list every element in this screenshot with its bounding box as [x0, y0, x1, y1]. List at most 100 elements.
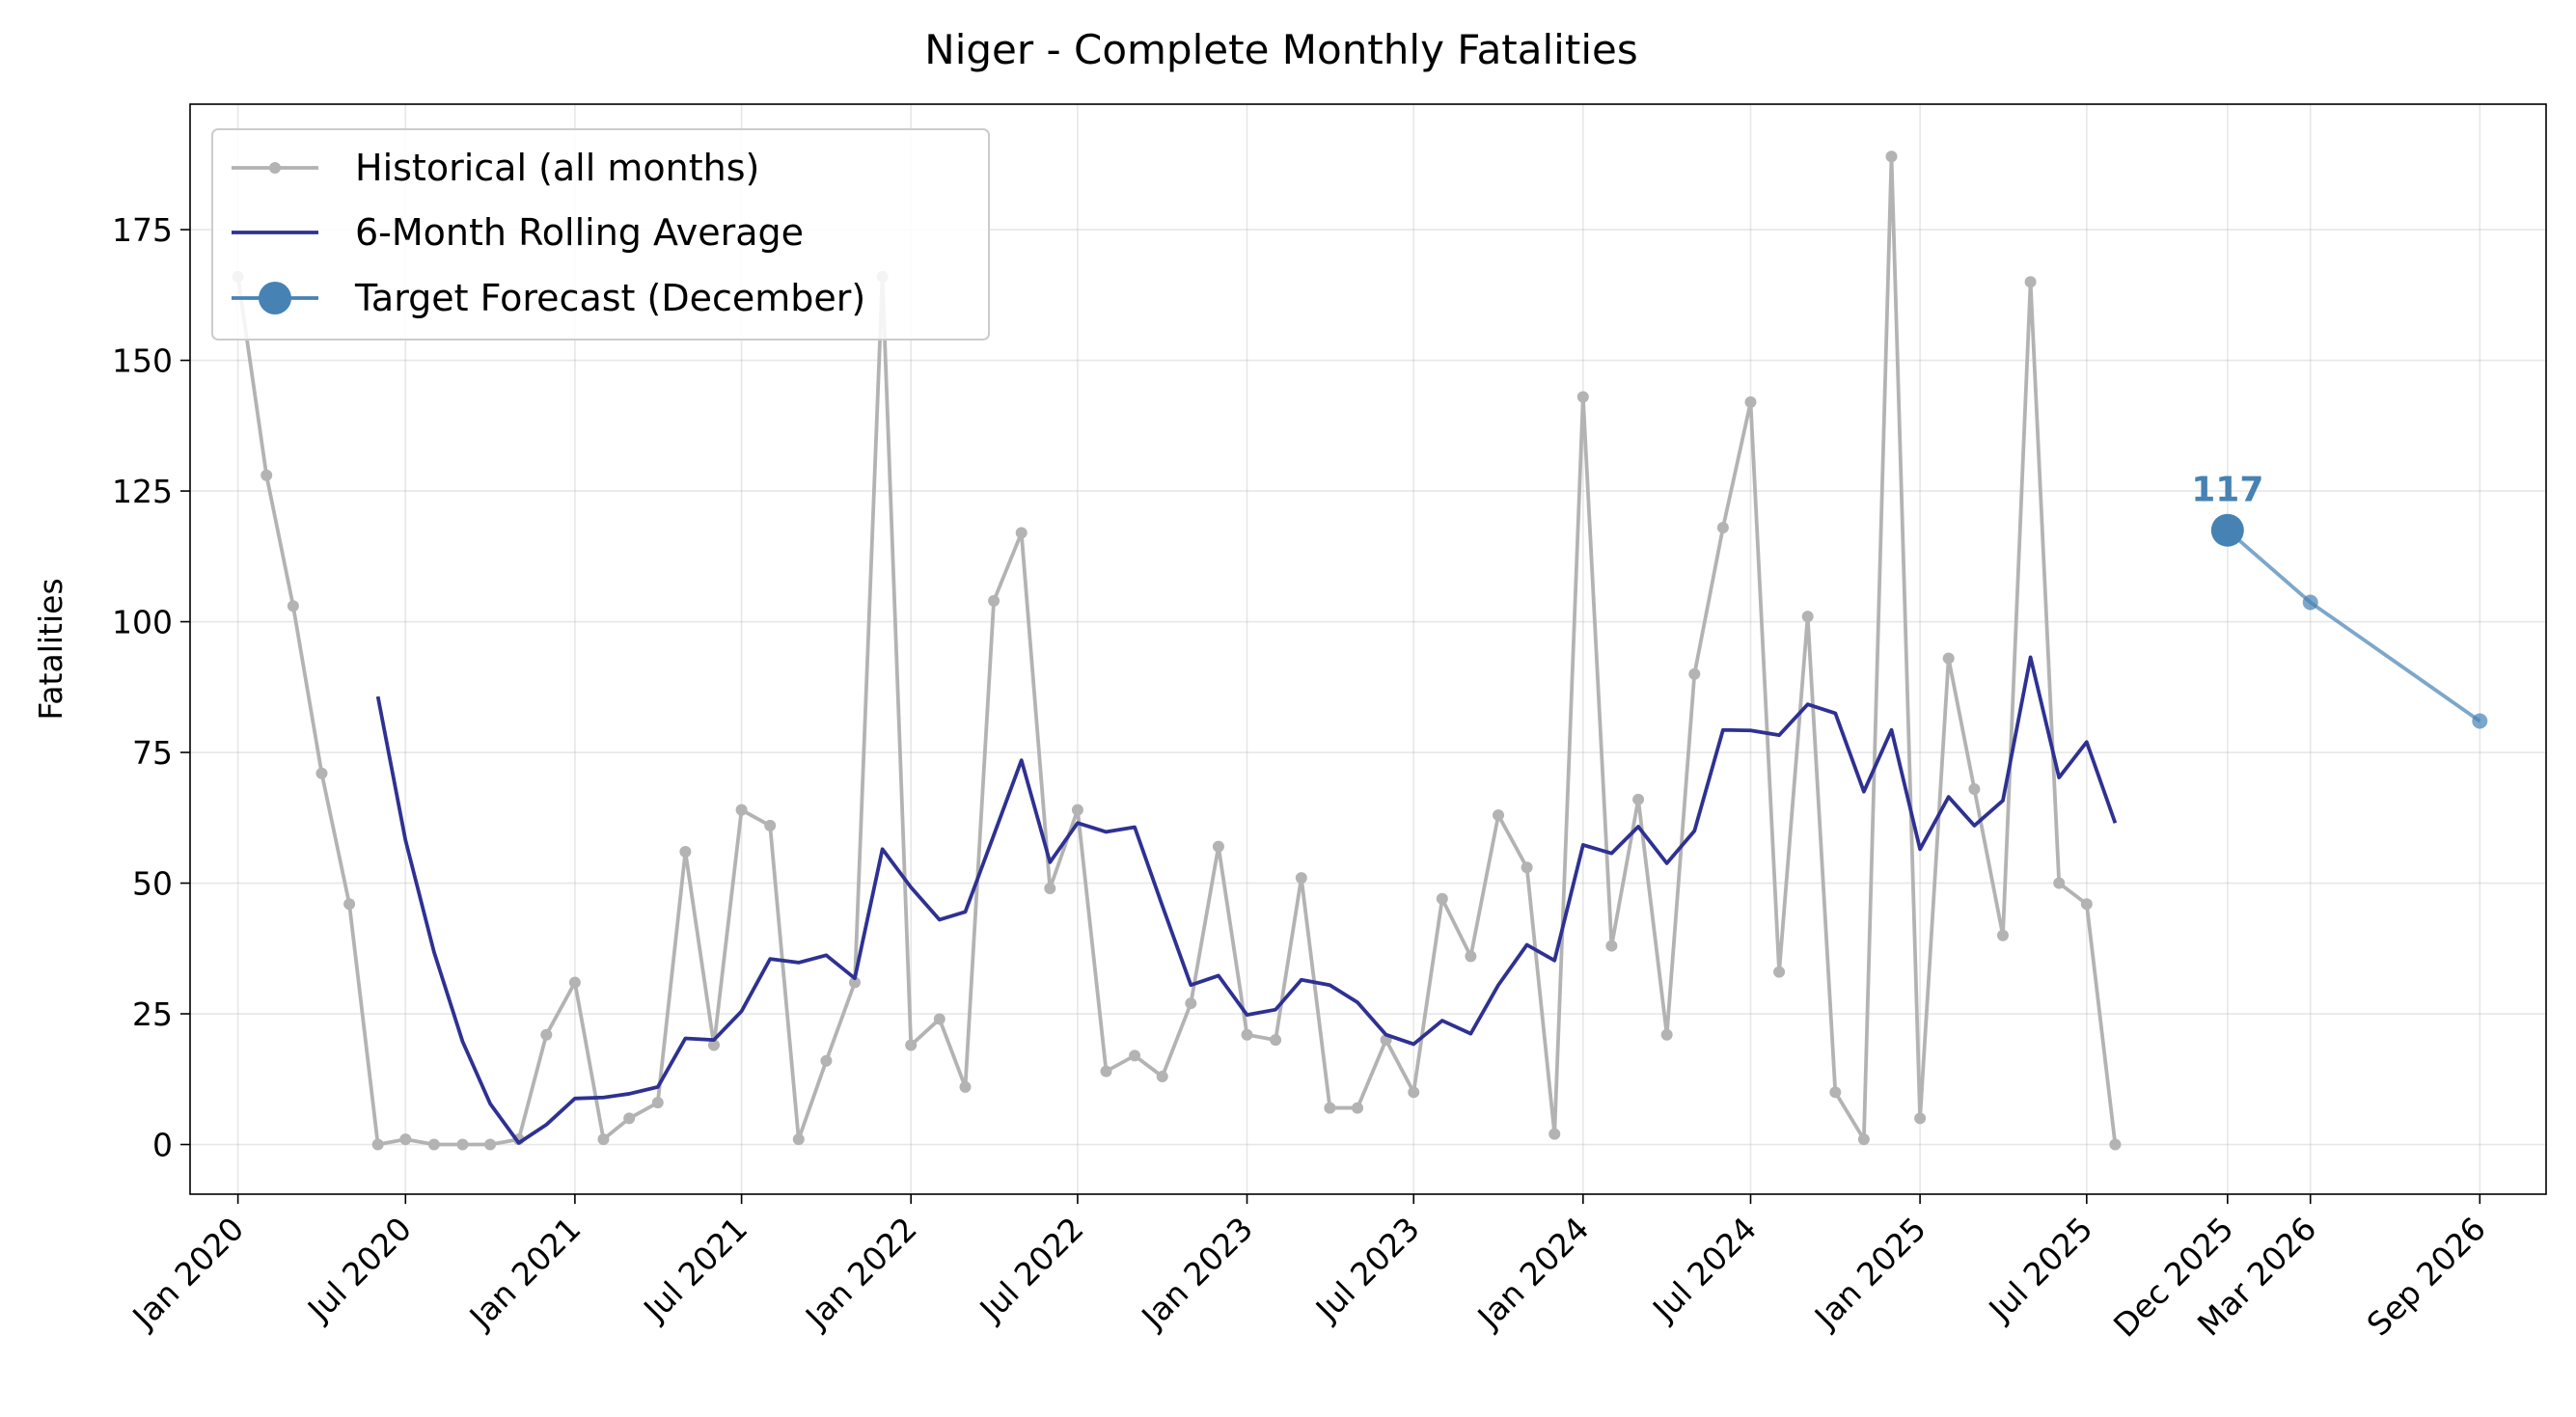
y-tick-label: 25	[132, 995, 173, 1033]
x-tick-label: Jan 2021	[461, 1210, 589, 1337]
historical-point	[1352, 1102, 1364, 1114]
historical-point	[1071, 804, 1083, 816]
legend-entry-label: Target Forecast (December)	[354, 277, 865, 319]
historical-line	[235, 154, 2118, 1147]
y-tick-label: 150	[112, 342, 173, 380]
historical-point	[287, 600, 299, 613]
historical-point	[315, 767, 328, 779]
y-tick-label: 125	[112, 473, 173, 510]
historical-point	[1914, 1112, 1927, 1125]
historical-point	[959, 1080, 972, 1093]
axis-ticks: 0 25 50 75 100 125 150 175 Jan 2020 Jul 2020 Jan 2…	[112, 211, 2493, 1345]
historical-point	[1942, 652, 1955, 665]
historical-point	[1829, 1086, 1842, 1099]
historical-point	[1688, 668, 1701, 680]
rolling-average-line	[375, 655, 2118, 1145]
historical-point	[484, 1138, 497, 1151]
historical-point	[1801, 611, 1814, 623]
plot-series: 117	[232, 150, 2488, 1151]
historical-point	[1156, 1071, 1168, 1083]
y-tick-label: 175	[112, 211, 173, 249]
historical-point	[707, 1039, 720, 1051]
y-tick-label: 100	[112, 604, 173, 641]
historical-point	[427, 1138, 440, 1151]
historical-point	[597, 1133, 610, 1146]
x-tick-label: Jul 2023	[1307, 1210, 1427, 1329]
historical-point	[1465, 950, 1477, 963]
historical-point	[399, 1133, 412, 1146]
plot-area-frame	[189, 103, 2547, 1195]
x-tick-label: Jul 2022	[972, 1210, 1091, 1329]
historical-point	[679, 846, 692, 858]
historical-point	[456, 1138, 469, 1151]
historical-point	[371, 1138, 384, 1151]
historical-point	[1968, 782, 1981, 795]
historical-point	[260, 469, 273, 481]
historical-point	[735, 804, 748, 816]
y-axis-label: Fatalities	[32, 578, 69, 720]
historical-point	[988, 594, 1000, 607]
chart-title: Niger - Complete Monthly Fatalities	[924, 26, 1637, 73]
historical-point	[1605, 940, 1618, 952]
historical-point	[1548, 1128, 1561, 1140]
legend-entry-label: Historical (all months)	[355, 147, 759, 189]
historical-point	[1015, 527, 1028, 539]
historical-point	[343, 898, 356, 911]
historical-point	[1716, 521, 1729, 533]
historical-point	[2109, 1138, 2122, 1151]
historical-point	[651, 1097, 664, 1109]
legend-box	[211, 128, 990, 341]
legend: Historical (all months) 6-Month Rolling A…	[211, 128, 990, 341]
historical-point	[1632, 793, 1645, 805]
forecast-point	[2472, 713, 2488, 729]
x-tick-label: Jan 2022	[797, 1210, 924, 1337]
historical-point	[820, 1054, 833, 1067]
x-tick-label: Jan 2025	[1806, 1210, 1933, 1337]
historical-point	[933, 1013, 945, 1025]
legend-swatch-marker	[259, 282, 291, 314]
historical-point	[540, 1028, 553, 1041]
historical-point	[1996, 929, 2009, 941]
historical-point	[1129, 1049, 1141, 1062]
forecast-point	[2302, 594, 2318, 611]
forecast-target-point	[2210, 513, 2244, 547]
historical-point	[1857, 1133, 1870, 1146]
x-tick-label: Jan 2024	[1469, 1210, 1597, 1337]
historical-point	[1436, 892, 1448, 905]
x-tick-label: Sep 2026	[2360, 1210, 2493, 1343]
historical-point	[623, 1112, 636, 1125]
historical-point	[1660, 1028, 1673, 1041]
historical-point	[2080, 898, 2093, 911]
historical-point	[568, 976, 581, 989]
historical-point	[1576, 391, 1589, 403]
historical-point	[1324, 1102, 1336, 1114]
x-tick-label: Jul 2025	[1981, 1210, 2100, 1329]
historical-point	[1100, 1065, 1112, 1077]
historical-point	[905, 1039, 918, 1051]
historical-point	[1270, 1034, 1282, 1047]
forecast-value-label: 117	[2191, 471, 2263, 510]
historical-point	[1885, 150, 1898, 163]
y-tick-label: 0	[152, 1127, 173, 1164]
x-tick-label: Jul 2020	[299, 1210, 419, 1329]
x-tick-label: Jul 2024	[1644, 1210, 1764, 1329]
x-tick-label: Jan 2023	[1133, 1210, 1260, 1337]
historical-point	[2024, 276, 2037, 288]
historical-point	[1521, 861, 1533, 874]
historical-point	[1241, 1028, 1253, 1041]
x-tick-label: Jul 2021	[635, 1210, 754, 1329]
historical-point	[1408, 1086, 1420, 1099]
y-tick-label: 75	[132, 734, 173, 772]
historical-point	[2053, 877, 2066, 889]
historical-point	[1773, 966, 1786, 978]
legend-entry-label: 6-Month Rolling Average	[355, 211, 804, 254]
legend-swatch-marker	[269, 162, 281, 174]
historical-point	[764, 819, 777, 831]
historical-point	[1493, 809, 1505, 822]
historical-point	[1185, 997, 1197, 1010]
historical-point	[1044, 882, 1056, 894]
y-tick-label: 50	[132, 865, 173, 903]
historical-point	[1295, 872, 1307, 885]
x-tick-label: Jan 2020	[124, 1210, 252, 1337]
